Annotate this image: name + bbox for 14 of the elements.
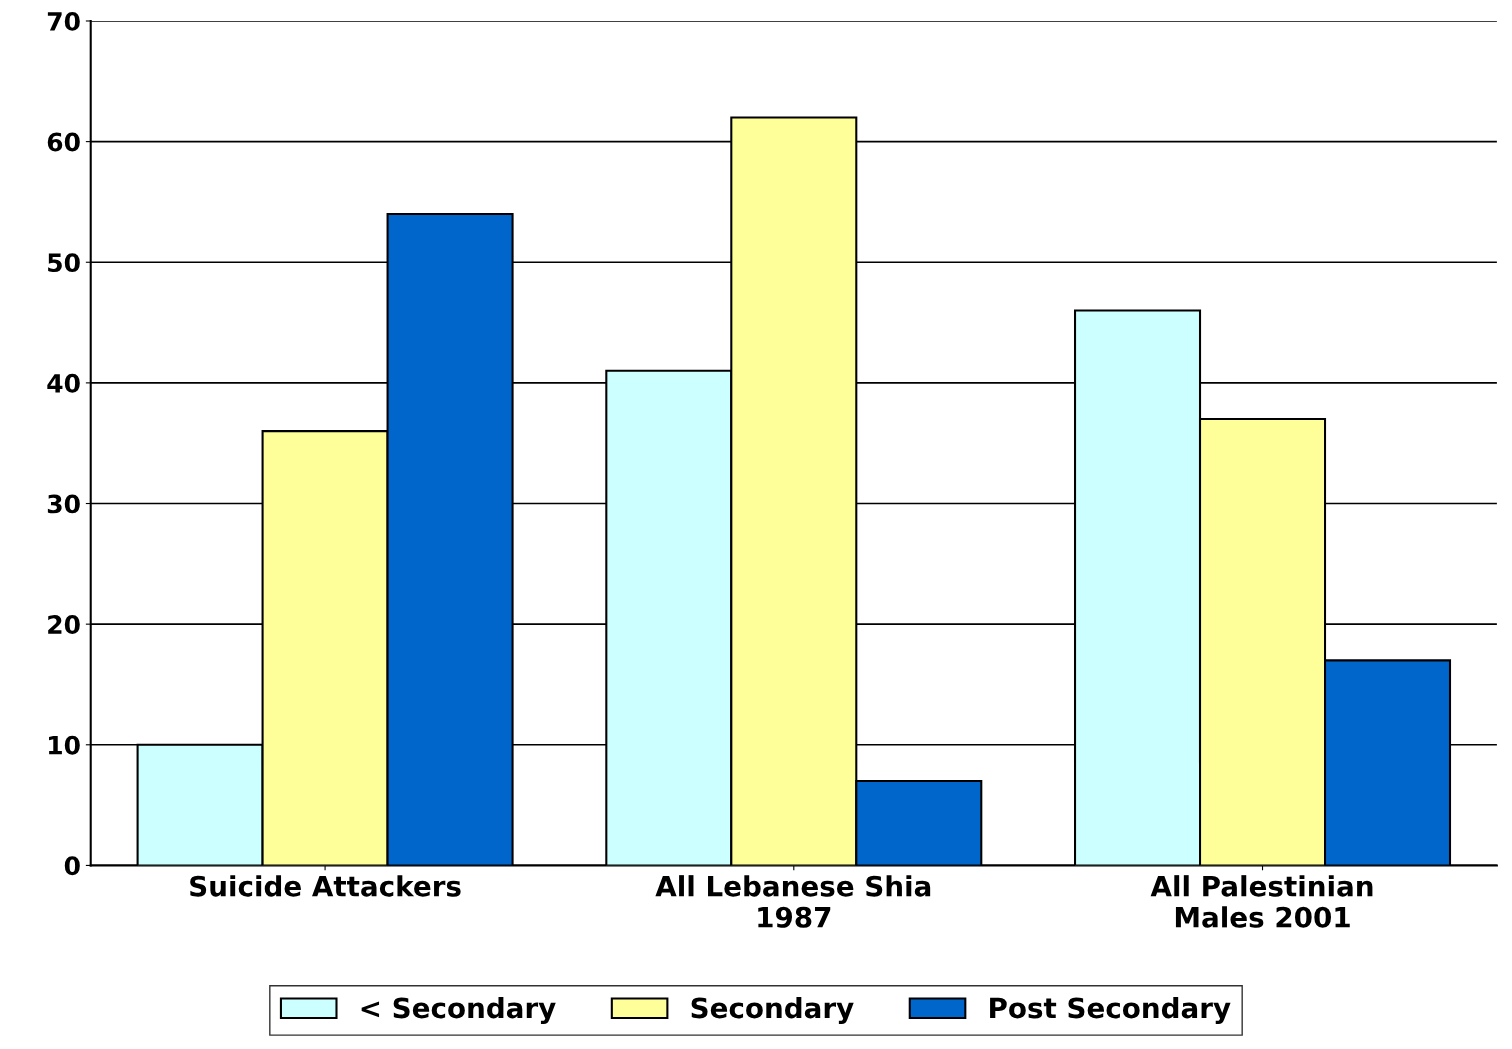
x-tick-label: All Palestinian Males 2001 — [1150, 875, 1373, 928]
legend-label: Post Secondary — [990, 996, 1231, 1024]
y-tick-label: 20 — [48, 615, 80, 635]
y-tick-label: 50 — [48, 253, 80, 273]
y-tick-label: 40 — [47, 373, 80, 393]
y-tick-label: 30 — [47, 494, 80, 514]
x-tick-label: All Lebanese Shia 1987 — [655, 875, 931, 928]
legend-label: < Secondary — [361, 996, 556, 1024]
y-tick-label: 10 — [49, 735, 80, 755]
y-tick-label: 60 — [47, 132, 80, 152]
legend-label: Secondary — [691, 996, 854, 1024]
y-tick-label: 0 — [64, 856, 80, 876]
x-tick-label: Suicide Attackers — [190, 875, 461, 897]
y-tick-label: 70 — [47, 11, 80, 31]
